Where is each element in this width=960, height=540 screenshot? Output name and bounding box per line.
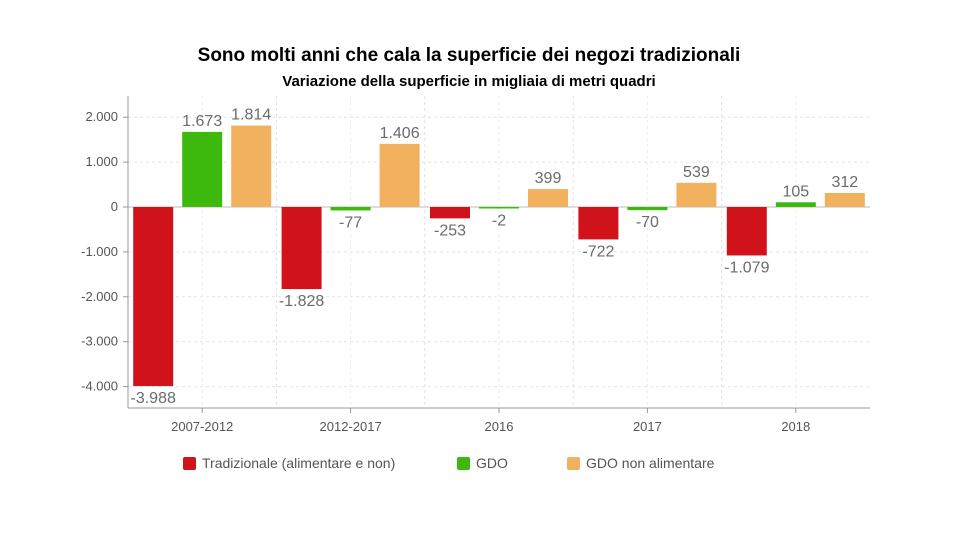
y-tick-label: -3.000 xyxy=(81,334,118,349)
bar xyxy=(379,143,420,207)
legend-swatch xyxy=(457,457,470,470)
y-tick-label: 0 xyxy=(111,199,118,214)
bar xyxy=(281,207,322,290)
bar xyxy=(578,207,619,240)
chart-title: Sono molti anni che cala la superficie d… xyxy=(198,45,741,66)
axes-layer: 2.000 1.000 0 -1.000 -2.000 -3.000 -4.000 2007-… xyxy=(81,96,870,434)
bar xyxy=(182,131,223,207)
data-label: 105 xyxy=(782,183,809,200)
y-tick-label: -2.000 xyxy=(81,289,118,304)
y-tick-label: -4.000 xyxy=(81,379,118,394)
legend-label: GDO xyxy=(476,455,508,471)
data-label: -722 xyxy=(582,243,614,260)
legend-label: GDO non alimentare xyxy=(586,455,715,471)
data-label: 1.673 xyxy=(182,113,222,130)
bar xyxy=(676,182,717,207)
bar xyxy=(133,207,174,387)
bar xyxy=(824,192,865,207)
data-label: 312 xyxy=(831,174,858,191)
bar xyxy=(479,207,519,209)
data-label: 539 xyxy=(683,164,710,181)
data-label: 1.406 xyxy=(380,125,420,142)
legend-swatch xyxy=(567,457,580,470)
data-label: -77 xyxy=(339,214,362,231)
data-label: -2 xyxy=(492,213,506,230)
data-labels-layer: -3.988 -1.828 -253 -722 -1.079 1.673 -77 -2 -70 1… xyxy=(131,107,859,408)
data-label: 1.814 xyxy=(231,107,271,124)
y-tick-label: 1.000 xyxy=(85,154,118,169)
data-label: -3.988 xyxy=(131,390,176,407)
bar xyxy=(627,207,668,211)
legend: Tradizionale (alimentare e non) GDO GDO no… xyxy=(183,455,715,471)
legend-label: Tradizionale (alimentare e non) xyxy=(202,455,395,471)
data-label: -70 xyxy=(636,214,659,231)
data-label: -253 xyxy=(434,222,466,239)
x-tick-label: 2012-2017 xyxy=(320,419,382,434)
bar xyxy=(231,125,272,207)
data-label: 399 xyxy=(535,170,562,187)
bar xyxy=(330,207,371,211)
chart-subtitle: Variazione della superficie in migliaia … xyxy=(282,73,655,90)
y-tick-label: -1.000 xyxy=(81,244,118,259)
bar xyxy=(430,207,470,219)
x-tick-label: 2018 xyxy=(781,419,810,434)
bar xyxy=(528,189,568,207)
bars-layer xyxy=(133,125,865,387)
bar xyxy=(775,202,816,207)
bar xyxy=(726,207,767,256)
data-label: -1.828 xyxy=(279,293,324,310)
x-tick-label: 2017 xyxy=(633,419,662,434)
legend-swatch xyxy=(183,457,196,470)
x-tick-label: 2007-2012 xyxy=(171,419,233,434)
data-label: -1.079 xyxy=(724,259,769,276)
x-tick-label: 2016 xyxy=(485,419,514,434)
y-tick-label: 2.000 xyxy=(85,109,118,124)
